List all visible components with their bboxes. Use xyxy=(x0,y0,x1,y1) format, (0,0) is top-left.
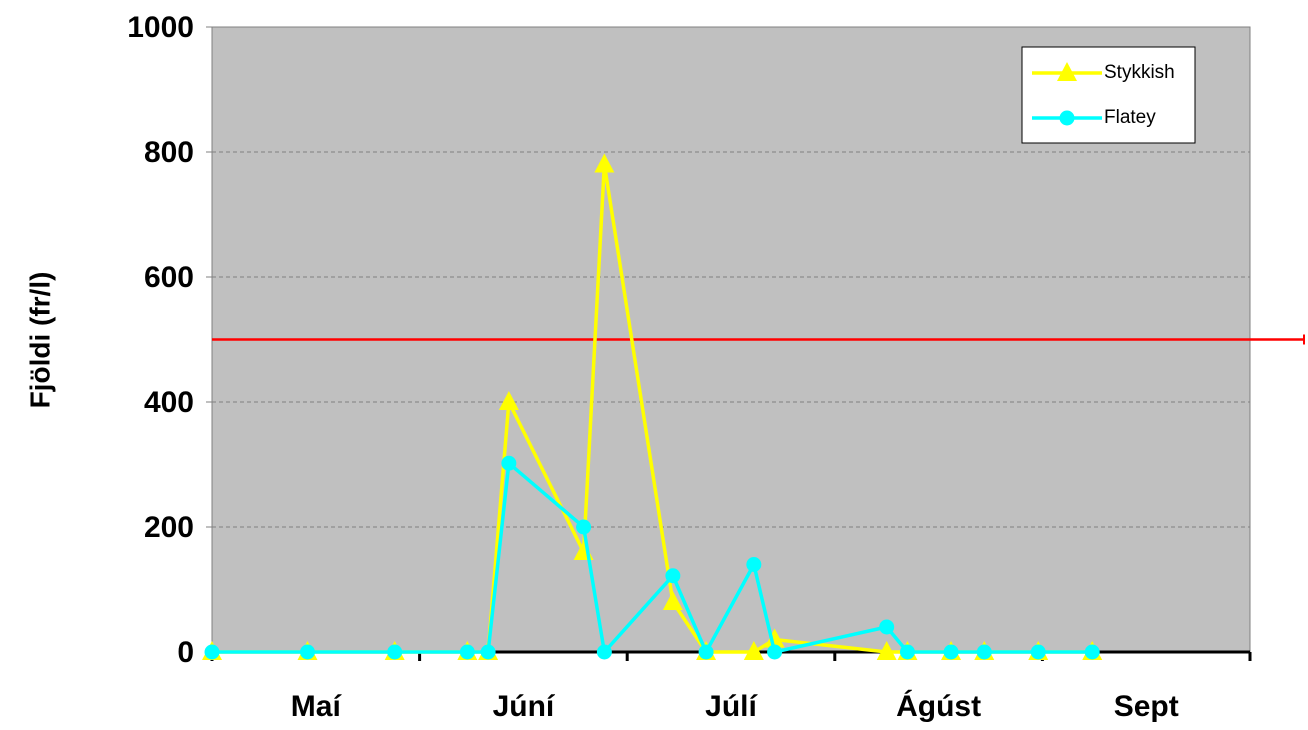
marker xyxy=(764,628,785,648)
marker xyxy=(1030,644,1046,660)
marker xyxy=(1057,62,1077,81)
y-tick-label: 200 xyxy=(144,511,194,544)
legend-label: Flatey xyxy=(1104,107,1156,128)
marker xyxy=(387,644,403,660)
x-tick-label: Júlí xyxy=(705,690,758,723)
marker xyxy=(594,153,615,173)
x-tick-label: Sept xyxy=(1114,690,1179,723)
marker xyxy=(976,644,992,660)
marker xyxy=(743,641,764,660)
y-tick-label: 1000 xyxy=(127,11,194,44)
marker xyxy=(698,644,714,660)
marker xyxy=(204,644,220,660)
marker xyxy=(665,568,681,584)
marker xyxy=(498,391,519,410)
legend-label: Stykkish xyxy=(1104,62,1175,83)
marker xyxy=(501,455,517,471)
marker xyxy=(1059,110,1075,126)
legend-box xyxy=(1021,46,1196,144)
marker xyxy=(879,619,895,635)
y-tick-label: 800 xyxy=(144,136,194,169)
marker xyxy=(480,644,496,660)
marker xyxy=(662,591,683,610)
legend: Stykkish Flatey xyxy=(1021,46,1196,144)
y-axis-label: Fjöldi (fr/l) xyxy=(24,272,55,409)
marker xyxy=(1084,644,1100,660)
marker xyxy=(299,644,315,660)
y-tick-label: 0 xyxy=(177,636,194,669)
marker xyxy=(899,644,915,660)
y-tick-label: 600 xyxy=(144,261,194,294)
x-tick-label: Júní xyxy=(493,690,556,723)
x-tick-label: Maí xyxy=(291,690,343,723)
marker xyxy=(943,644,959,660)
marker xyxy=(596,644,612,660)
marker xyxy=(459,644,475,660)
marker xyxy=(876,641,897,660)
y-tick-label: 400 xyxy=(144,386,194,419)
marker xyxy=(767,644,783,660)
marker xyxy=(746,557,762,572)
x-tick-label: Ágúst xyxy=(896,689,981,723)
marker xyxy=(576,519,592,535)
